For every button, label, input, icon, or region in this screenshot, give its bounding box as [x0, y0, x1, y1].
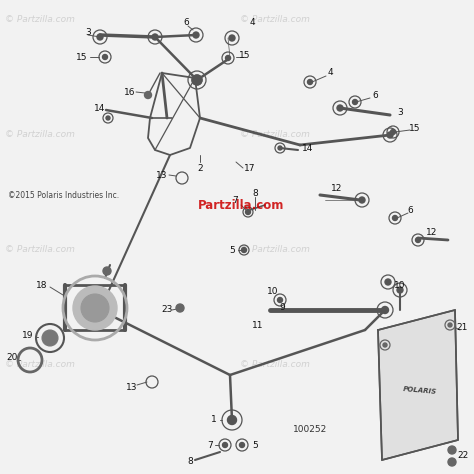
Text: 15: 15 — [239, 51, 251, 60]
Text: 14: 14 — [94, 103, 106, 112]
Text: 3: 3 — [397, 108, 403, 117]
Circle shape — [392, 216, 398, 220]
Text: 3: 3 — [85, 27, 91, 36]
Text: ©2015 Polaris Industries Inc.: ©2015 Polaris Industries Inc. — [8, 191, 119, 200]
Text: 23: 23 — [161, 306, 173, 315]
Circle shape — [308, 80, 312, 84]
Text: 17: 17 — [244, 164, 256, 173]
Text: 11: 11 — [252, 320, 264, 329]
Circle shape — [382, 307, 389, 313]
Text: 22: 22 — [457, 450, 469, 459]
Text: 6: 6 — [407, 206, 413, 215]
Circle shape — [42, 330, 58, 346]
Text: 5: 5 — [252, 440, 258, 449]
Circle shape — [239, 443, 245, 447]
Circle shape — [97, 34, 103, 40]
Text: 10: 10 — [394, 281, 406, 290]
Circle shape — [145, 91, 152, 99]
Text: 7: 7 — [207, 440, 213, 449]
Text: 1: 1 — [211, 416, 217, 425]
Circle shape — [448, 446, 456, 454]
Circle shape — [337, 105, 343, 111]
Circle shape — [241, 247, 246, 253]
Polygon shape — [378, 310, 458, 460]
Text: Partzilla.com: Partzilla.com — [198, 199, 284, 211]
Circle shape — [81, 294, 109, 322]
Text: 15: 15 — [409, 124, 421, 133]
Circle shape — [397, 287, 403, 293]
Circle shape — [152, 34, 158, 40]
Text: 10: 10 — [267, 288, 279, 297]
Circle shape — [277, 298, 283, 302]
Text: 9: 9 — [279, 303, 285, 312]
Circle shape — [448, 458, 456, 466]
Text: 13: 13 — [156, 171, 168, 180]
Circle shape — [102, 55, 108, 60]
Circle shape — [103, 267, 111, 275]
Text: 100252: 100252 — [293, 426, 327, 435]
Text: 12: 12 — [331, 183, 343, 192]
Circle shape — [106, 116, 110, 120]
Circle shape — [448, 323, 452, 327]
Text: 16: 16 — [124, 88, 136, 97]
Text: © Partzilla.com: © Partzilla.com — [5, 130, 75, 139]
Text: 8: 8 — [252, 189, 258, 198]
Text: 6: 6 — [183, 18, 189, 27]
Text: © Partzilla.com: © Partzilla.com — [240, 245, 310, 254]
Text: 14: 14 — [302, 144, 314, 153]
Text: 7: 7 — [232, 195, 238, 204]
Text: 4: 4 — [327, 67, 333, 76]
Circle shape — [226, 55, 230, 61]
Text: © Partzilla.com: © Partzilla.com — [240, 360, 310, 369]
Text: 15: 15 — [76, 53, 88, 62]
Circle shape — [391, 129, 395, 135]
Text: © Partzilla.com: © Partzilla.com — [240, 130, 310, 139]
Circle shape — [353, 100, 357, 104]
Circle shape — [228, 416, 237, 425]
Text: 2: 2 — [197, 164, 203, 173]
Circle shape — [416, 237, 420, 243]
Text: POLARIS: POLARIS — [403, 385, 437, 394]
Circle shape — [229, 35, 235, 41]
Circle shape — [383, 343, 387, 347]
Circle shape — [387, 132, 393, 138]
Circle shape — [73, 286, 117, 330]
Text: 13: 13 — [126, 383, 138, 392]
Text: 4: 4 — [249, 18, 255, 27]
Text: 19: 19 — [22, 330, 34, 339]
Text: © Partzilla.com: © Partzilla.com — [240, 15, 310, 24]
Circle shape — [385, 279, 391, 285]
Circle shape — [176, 304, 184, 312]
Text: © Partzilla.com: © Partzilla.com — [5, 245, 75, 254]
Text: 20: 20 — [6, 354, 18, 363]
Text: © Partzilla.com: © Partzilla.com — [5, 15, 75, 24]
Circle shape — [192, 75, 202, 85]
Text: 8: 8 — [187, 457, 193, 466]
Text: 21: 21 — [456, 323, 468, 332]
Text: © Partzilla.com: © Partzilla.com — [5, 360, 75, 369]
Text: 18: 18 — [36, 281, 48, 290]
Circle shape — [222, 443, 228, 447]
Text: 12: 12 — [426, 228, 438, 237]
Circle shape — [278, 146, 282, 150]
Text: 6: 6 — [372, 91, 378, 100]
Circle shape — [192, 75, 202, 85]
Circle shape — [359, 197, 365, 203]
Circle shape — [246, 210, 250, 215]
Text: 5: 5 — [229, 246, 235, 255]
Circle shape — [193, 32, 199, 38]
